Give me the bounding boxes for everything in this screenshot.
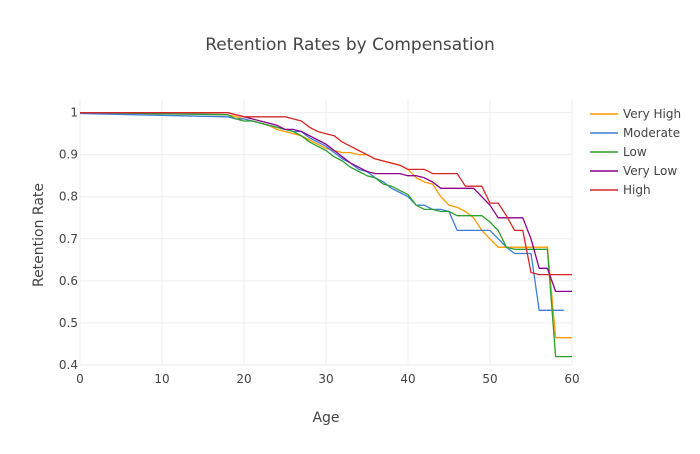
series-line-low	[79, 111, 572, 358]
y-tick-label: 1	[70, 106, 78, 120]
x-axis-label: Age	[312, 410, 339, 426]
y-tick-label: 0.4	[59, 358, 78, 372]
x-tick-label: 20	[236, 372, 251, 386]
chart-title: Retention Rates by Compensation	[205, 35, 495, 55]
y-tick-label: 0.8	[59, 190, 78, 204]
grid	[79, 100, 573, 366]
ticks: 0 10 20 30 40 50 60 0.4 0.5 0.6 0.7 0.8 0.9 1	[59, 106, 580, 386]
y-tick-label: 0.5	[59, 316, 78, 330]
x-tick-label: 40	[400, 372, 415, 386]
legend-label-very-high: Very High	[623, 107, 681, 121]
y-tick-label: 0.7	[59, 232, 78, 246]
legend-label-very-low: Very Low	[623, 164, 677, 178]
y-tick-label: 0.9	[59, 148, 78, 162]
y-axis-label: Retention Rate	[31, 183, 47, 287]
series-group	[79, 111, 572, 358]
x-tick-label: 60	[564, 372, 579, 386]
series-line-high	[80, 111, 572, 276]
y-tick-label: 0.6	[59, 274, 78, 288]
x-tick-label: 50	[482, 372, 497, 386]
legend-label-moderate: Moderate	[623, 126, 680, 140]
legend-label-high: High	[623, 183, 651, 197]
legend: Very High Moderate Low Very Low High	[590, 107, 681, 197]
x-tick-label: 30	[318, 372, 333, 386]
series-line-very-low	[80, 111, 572, 293]
x-tick-label: 0	[76, 372, 84, 386]
x-tick-label: 10	[154, 372, 169, 386]
legend-label-low: Low	[623, 145, 647, 159]
